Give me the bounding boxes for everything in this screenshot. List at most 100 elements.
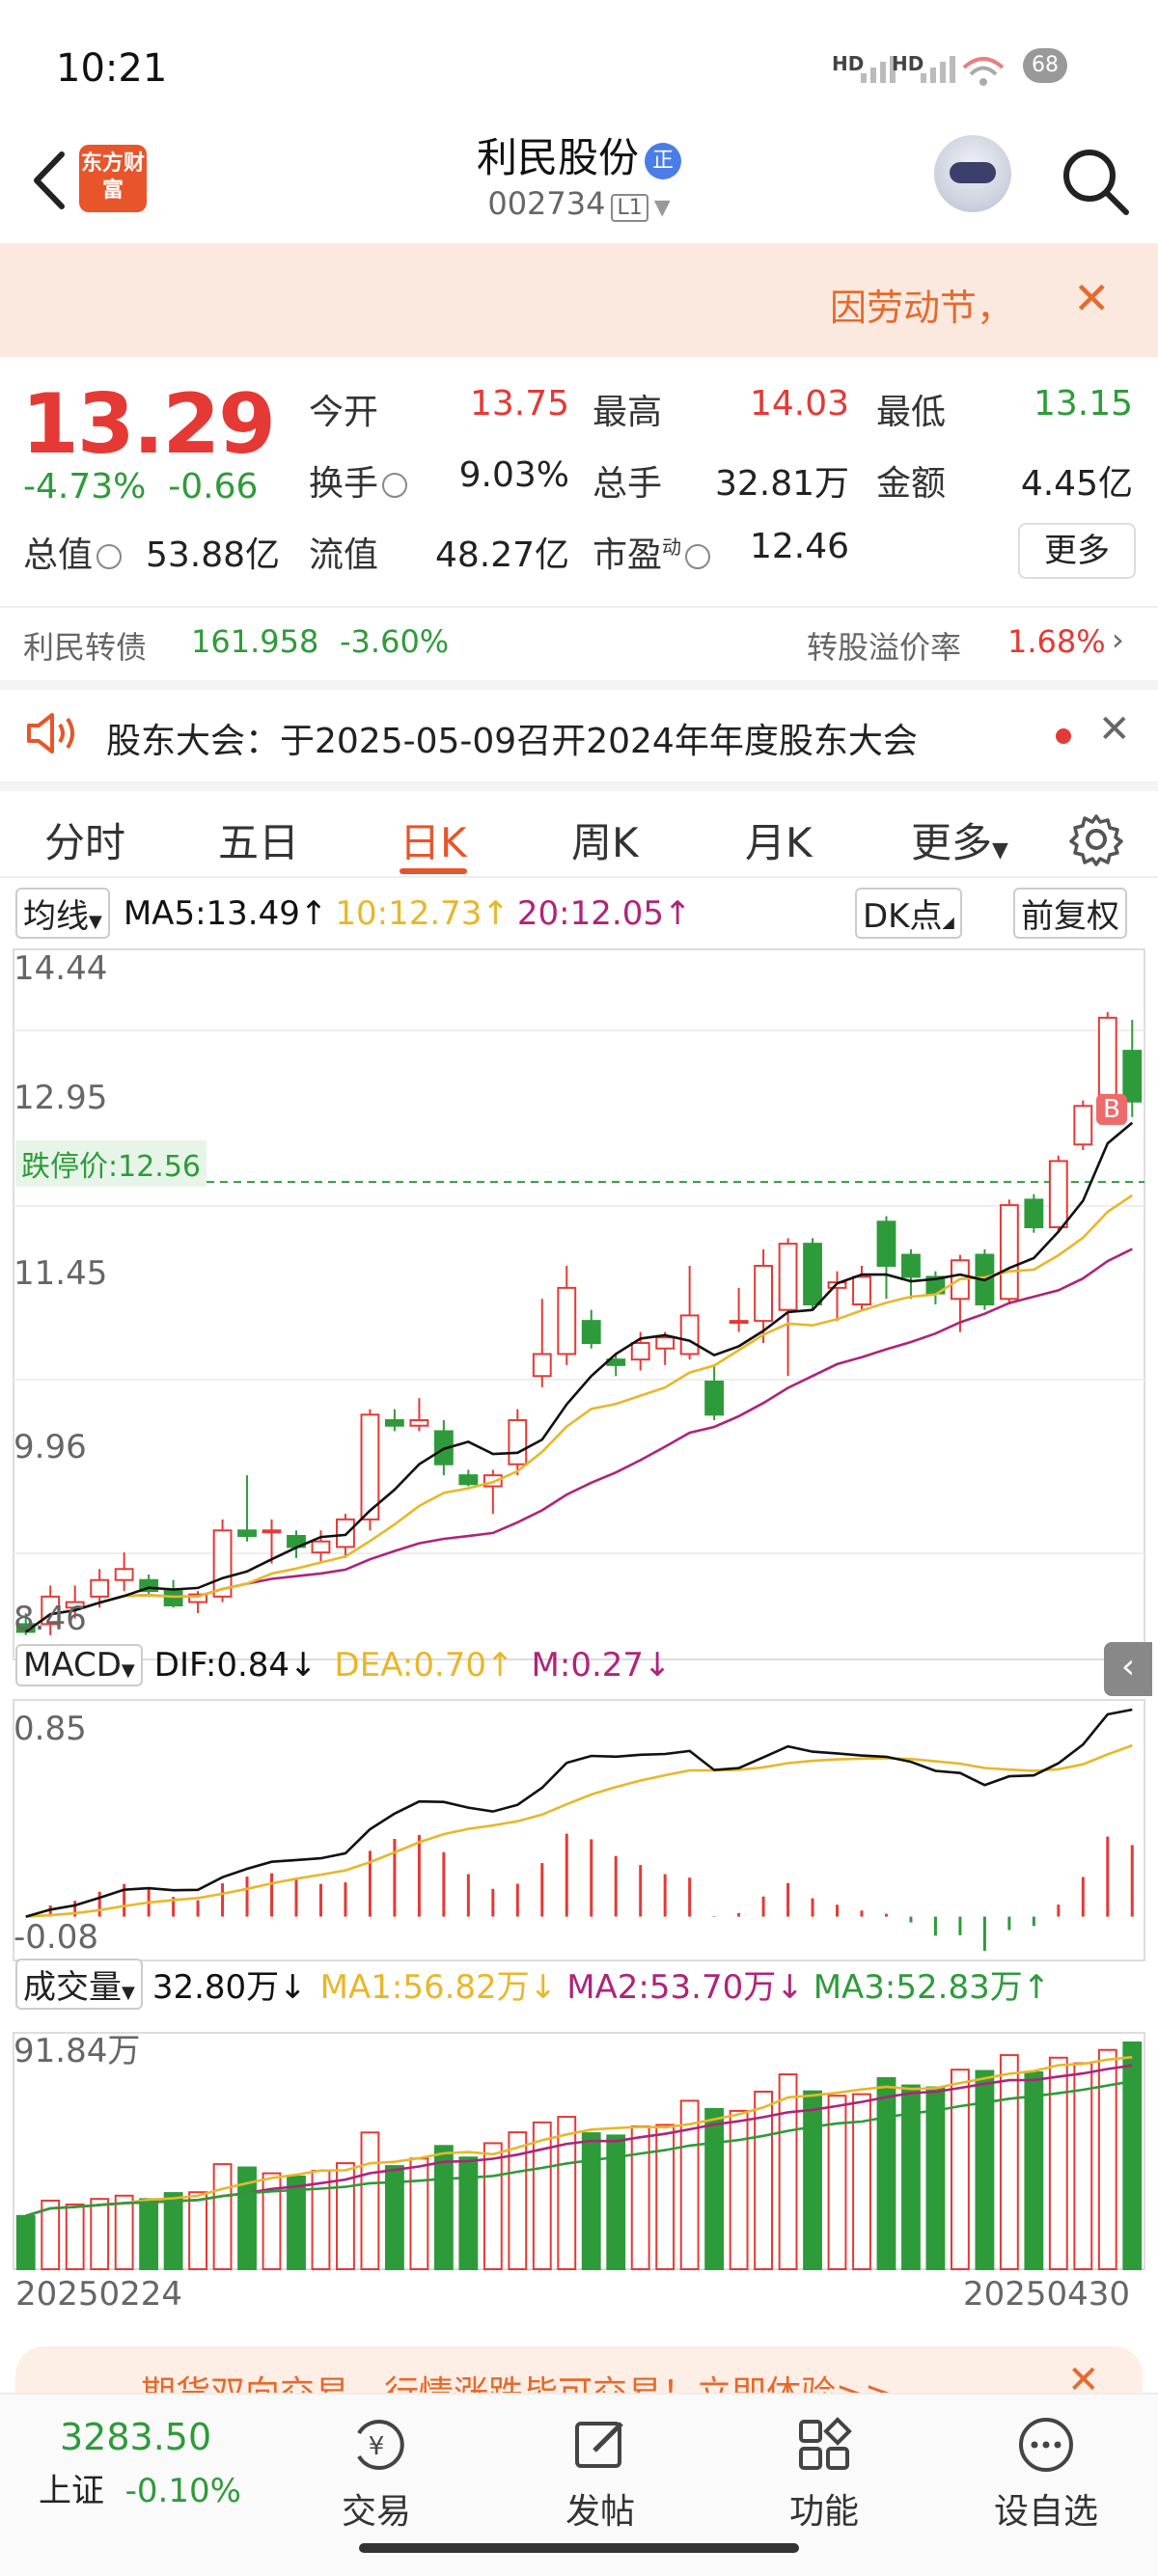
more-quote-button[interactable]: 更多 [1018, 523, 1136, 579]
stock-code-row[interactable]: 002734 L1 ▼ [0, 185, 1158, 222]
candle-body [852, 1275, 871, 1305]
candle-body [65, 1601, 85, 1609]
amount-value: 4.45亿 [1020, 464, 1133, 504]
nav-trade[interactable]: ¥ 交易 [309, 2414, 444, 2534]
volume-bar [163, 2192, 183, 2271]
volume-bar [778, 2073, 798, 2270]
tab-more[interactable]: 更多▼ [911, 819, 1008, 866]
candle-body [630, 1342, 650, 1361]
mcap-value: 53.88亿 [145, 535, 280, 575]
pe-label[interactable]: 市盈动 [593, 527, 711, 577]
candle-body [1122, 1050, 1143, 1103]
info-icon [685, 544, 711, 569]
ma10-line [24, 1193, 1134, 1633]
macd-frame [13, 1699, 1145, 1961]
chart-period-tabs: 分时 五日 日K 周K 月K 更多▼ [0, 781, 1158, 878]
close-icon[interactable]: ✕ [1098, 707, 1131, 752]
macd-ymax: 0.85 [14, 1710, 87, 1748]
index-widget[interactable]: 3283.50 上证 -0.10% [39, 2416, 270, 2511]
volume-bar [65, 2203, 85, 2271]
cell-signal-icon-2 [921, 56, 955, 83]
volume-bar [950, 2069, 970, 2271]
chart-area[interactable]: 均线▼ MA5:13.49↑ 10:12.73↑ 20:12.05↑ DK点◢ … [0, 880, 1158, 2314]
nav-watchlist[interactable]: 设自选 [979, 2414, 1114, 2534]
close-icon[interactable]: ✕ [1073, 272, 1111, 324]
candle-body [139, 1578, 159, 1593]
candle-body [262, 1529, 282, 1534]
candle-body [482, 1474, 503, 1488]
y-label-4: 9.96 [14, 1428, 87, 1466]
low-label: 最低 [876, 393, 947, 432]
change-pct: -4.73% [23, 467, 147, 507]
search-icon[interactable] [1057, 143, 1134, 220]
ma-selector[interactable]: 均线▼ [15, 888, 110, 939]
candle-body [114, 1568, 134, 1581]
ma5-line [24, 1121, 1134, 1633]
float-label: 流值 [309, 535, 379, 575]
chevron-down-icon: ▼ [653, 196, 671, 220]
tab-wuri[interactable]: 五日 [218, 819, 300, 866]
candle-body [1048, 1160, 1068, 1228]
tab-weekly-k[interactable]: 周K [571, 819, 639, 866]
ma20-value: 20:12.05↑ [516, 893, 692, 933]
active-tab-indicator [400, 868, 467, 874]
high-label: 最高 [593, 393, 663, 432]
settings-gear-icon[interactable] [1069, 812, 1123, 866]
tab-daily-k[interactable]: 日K [400, 819, 467, 866]
back-arrow-icon[interactable] [23, 147, 81, 214]
buy-marker[interactable]: B [1096, 1094, 1127, 1125]
current-price: 13.29 [21, 376, 276, 473]
announcement-text: 股东大会：于2025-05-09召开2024年年度股东大会 [106, 722, 918, 761]
volume-selector[interactable]: 成交量▼ [15, 1959, 143, 2010]
volume-bar [409, 2157, 429, 2270]
float-value: 48.27亿 [434, 535, 569, 575]
tab-fenshi[interactable]: 分时 [44, 819, 126, 866]
volume-bar [287, 2175, 306, 2270]
price-change: -4.73% -0.66 [23, 467, 258, 507]
bond-name: 利民转债 [23, 629, 148, 666]
volume-bar [975, 2069, 995, 2271]
robot-assistant-icon[interactable] [934, 135, 1011, 212]
volume-bar [139, 2198, 159, 2271]
volume-bar [1097, 2048, 1117, 2271]
notice-banner[interactable]: 因劳动节， ✕ [0, 243, 1158, 357]
turnover-label[interactable]: 换手 [309, 455, 408, 506]
index-name: 上证 [39, 2472, 104, 2510]
dk-point-selector[interactable]: DK点◢ [855, 888, 962, 939]
dif-value: DIF:0.84↓ [153, 1646, 317, 1685]
status-bar: 10:21 HD HD 68 [0, 0, 1158, 125]
volume-bar [360, 2131, 380, 2271]
speaker-icon [27, 713, 74, 754]
candle-body [729, 1320, 749, 1325]
adjust-selector[interactable]: 前复权 [1013, 888, 1127, 939]
candle-body [311, 1540, 331, 1554]
volume-value: 32.81万 [714, 464, 849, 504]
volume-legend: 成交量▼ 32.80万↓ MA1:56.82万↓ MA2:53.70万↓ MA3… [15, 1959, 1050, 2010]
candle-body [581, 1320, 601, 1344]
collapse-panel-icon[interactable]: ‹ [1104, 1642, 1152, 1696]
volume-bar [262, 2172, 282, 2270]
high-value: 14.03 [749, 384, 849, 424]
vol-ma1: MA1:56.82万↓ [319, 1968, 558, 2007]
more-dots-icon [1019, 2418, 1073, 2472]
vol-ymax: 91.84万 [14, 2032, 141, 2070]
candle-body [778, 1243, 798, 1311]
macd-selector[interactable]: MACD▼ [15, 1644, 143, 1686]
dif-line [25, 1708, 1133, 1918]
volume-bar [311, 2170, 331, 2270]
nav-post[interactable]: 发帖 [533, 2414, 668, 2534]
volume-bar [655, 2124, 676, 2270]
mcap-label[interactable]: 总值 [23, 527, 123, 577]
announcement-bar[interactable]: 股东大会：于2025-05-09召开2024年年度股东大会 ✕ [0, 680, 1158, 779]
nav-functions[interactable]: 功能 [757, 2414, 892, 2534]
app-logo[interactable]: 东方财富 [79, 145, 147, 212]
date-end: 20250430 [963, 2275, 1131, 2314]
volume-bar [901, 2084, 921, 2271]
level-badge: L1 [611, 194, 648, 222]
volume-bar [852, 2093, 871, 2271]
tab-monthly-k[interactable]: 月K [745, 819, 813, 866]
y-label-2: 12.95 [14, 1079, 108, 1117]
candle-body [901, 1253, 921, 1278]
convertible-bond-row[interactable]: 利民转债 161.958 -3.60% 转股溢价率 1.68% › [0, 606, 1158, 673]
macd-ymin: -0.08 [14, 1918, 98, 1957]
